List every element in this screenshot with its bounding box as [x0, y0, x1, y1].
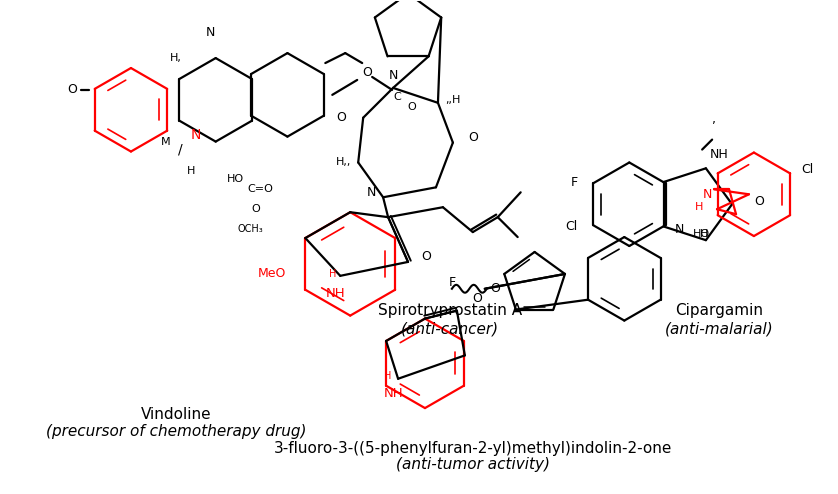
Text: O: O [754, 195, 764, 208]
Text: H,,: H,, [335, 158, 351, 167]
Text: H: H [328, 269, 336, 279]
Text: O: O [472, 292, 482, 305]
Text: N: N [702, 188, 711, 201]
Text: M: M [161, 137, 171, 147]
Text: H,: H, [170, 53, 182, 63]
Text: N: N [675, 223, 684, 236]
Text: 3-fluoro-3-((5-phenylfuran-2-yl)methyl)indolin-2-one: 3-fluoro-3-((5-phenylfuran-2-yl)methyl)i… [274, 441, 672, 456]
Text: (precursor of chemotherapy drug): (precursor of chemotherapy drug) [45, 424, 306, 440]
Text: C=O: C=O [247, 184, 273, 194]
Text: Cipargamin: Cipargamin [675, 303, 763, 318]
Text: ,: , [712, 113, 716, 126]
Text: Cl: Cl [802, 163, 814, 176]
Text: (anti-malarial): (anti-malarial) [665, 321, 773, 336]
Text: N: N [388, 70, 398, 82]
Text: NH: NH [325, 287, 345, 300]
Text: O: O [407, 102, 416, 112]
Text: H: H [187, 166, 195, 176]
Text: H: H [695, 202, 703, 212]
Text: F: F [448, 276, 456, 289]
Text: Vindoline: Vindoline [141, 407, 211, 421]
Text: H: H [700, 229, 708, 239]
Text: O: O [67, 83, 77, 96]
Text: Spirotryprostatin A: Spirotryprostatin A [378, 303, 522, 318]
Text: NH: NH [710, 148, 728, 161]
Text: O: O [362, 67, 372, 80]
Text: O: O [421, 250, 431, 263]
Text: N: N [206, 26, 215, 39]
Text: F: F [571, 176, 577, 189]
Text: O: O [468, 131, 478, 144]
Text: O: O [251, 204, 260, 214]
Text: HO: HO [692, 229, 710, 239]
Text: H: H [385, 371, 392, 381]
Text: N: N [190, 127, 201, 142]
Text: O: O [336, 111, 346, 124]
Text: MeO: MeO [258, 267, 287, 281]
Text: (anti-cancer): (anti-cancer) [401, 321, 499, 336]
Text: N: N [366, 186, 376, 199]
Text: HO: HO [227, 174, 244, 184]
Text: /: / [178, 143, 184, 157]
Text: ,,H: ,,H [445, 95, 461, 105]
Text: Cl: Cl [565, 220, 577, 233]
Text: (anti-tumor activity): (anti-tumor activity) [396, 457, 550, 472]
Text: OCH₃: OCH₃ [238, 224, 263, 234]
Text: O: O [489, 282, 499, 295]
Text: NH: NH [383, 387, 403, 400]
Text: C: C [393, 92, 401, 102]
